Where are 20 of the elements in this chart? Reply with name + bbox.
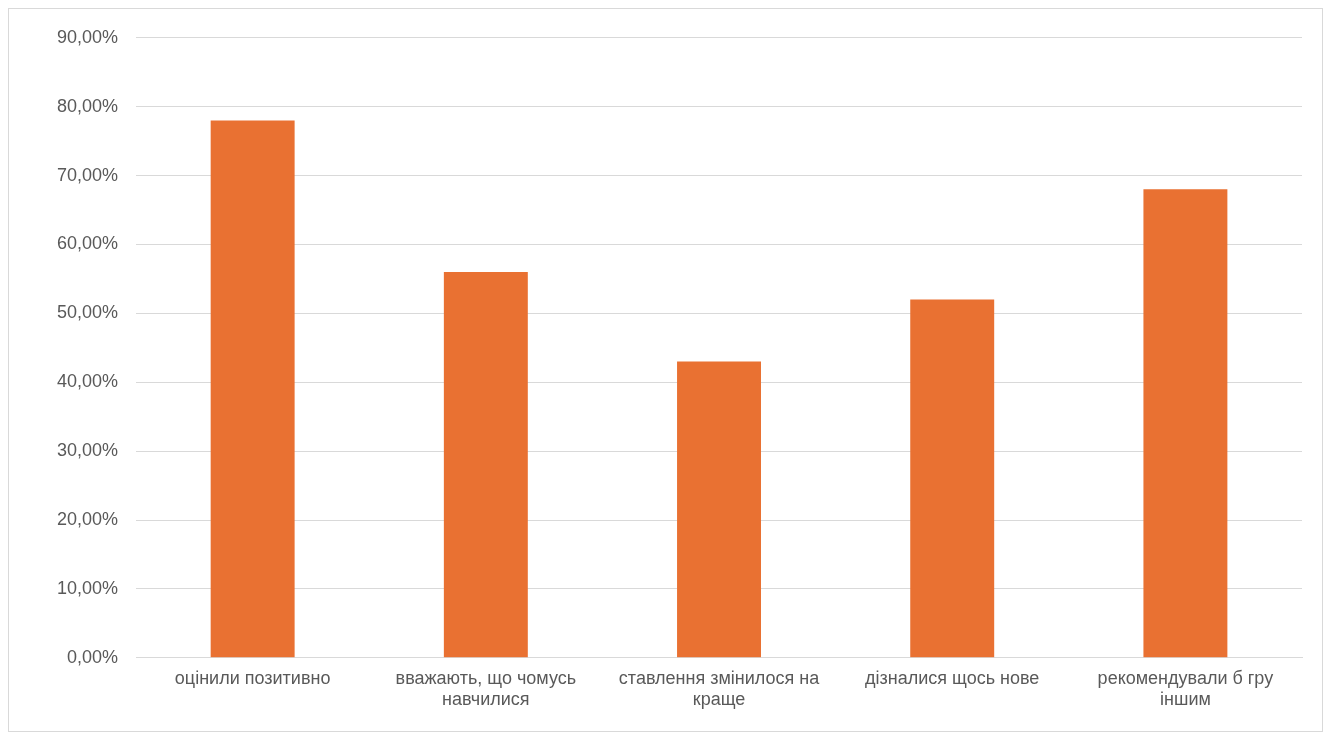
x-tick-label: оцінили позитивно bbox=[174, 667, 331, 688]
bar bbox=[677, 361, 761, 658]
bar bbox=[910, 299, 995, 658]
y-tick-label: 50,00% bbox=[56, 302, 119, 323]
y-tick-label: 10,00% bbox=[56, 577, 119, 598]
y-tick-label: 20,00% bbox=[56, 508, 119, 529]
bar bbox=[1143, 189, 1228, 658]
y-tick-label: 90,00% bbox=[56, 26, 119, 47]
y-tick-label: 80,00% bbox=[56, 95, 119, 116]
x-tick-label: дізналися щось нове bbox=[865, 667, 1040, 688]
bar bbox=[210, 120, 295, 658]
y-tick-label: 70,00% bbox=[56, 164, 119, 185]
x-tick-label: ставлення змінилося на краще bbox=[618, 667, 821, 710]
y-tick-label: 30,00% bbox=[56, 440, 119, 461]
y-tick-label: 40,00% bbox=[56, 371, 119, 392]
y-tick-label: 0,00% bbox=[67, 646, 119, 667]
x-tick-label: вважають, що чомусь навчилися bbox=[395, 667, 577, 710]
bar bbox=[443, 272, 528, 658]
x-tick-label: рекомендували б гру іншим bbox=[1097, 667, 1274, 710]
y-tick-label: 60,00% bbox=[56, 233, 119, 254]
